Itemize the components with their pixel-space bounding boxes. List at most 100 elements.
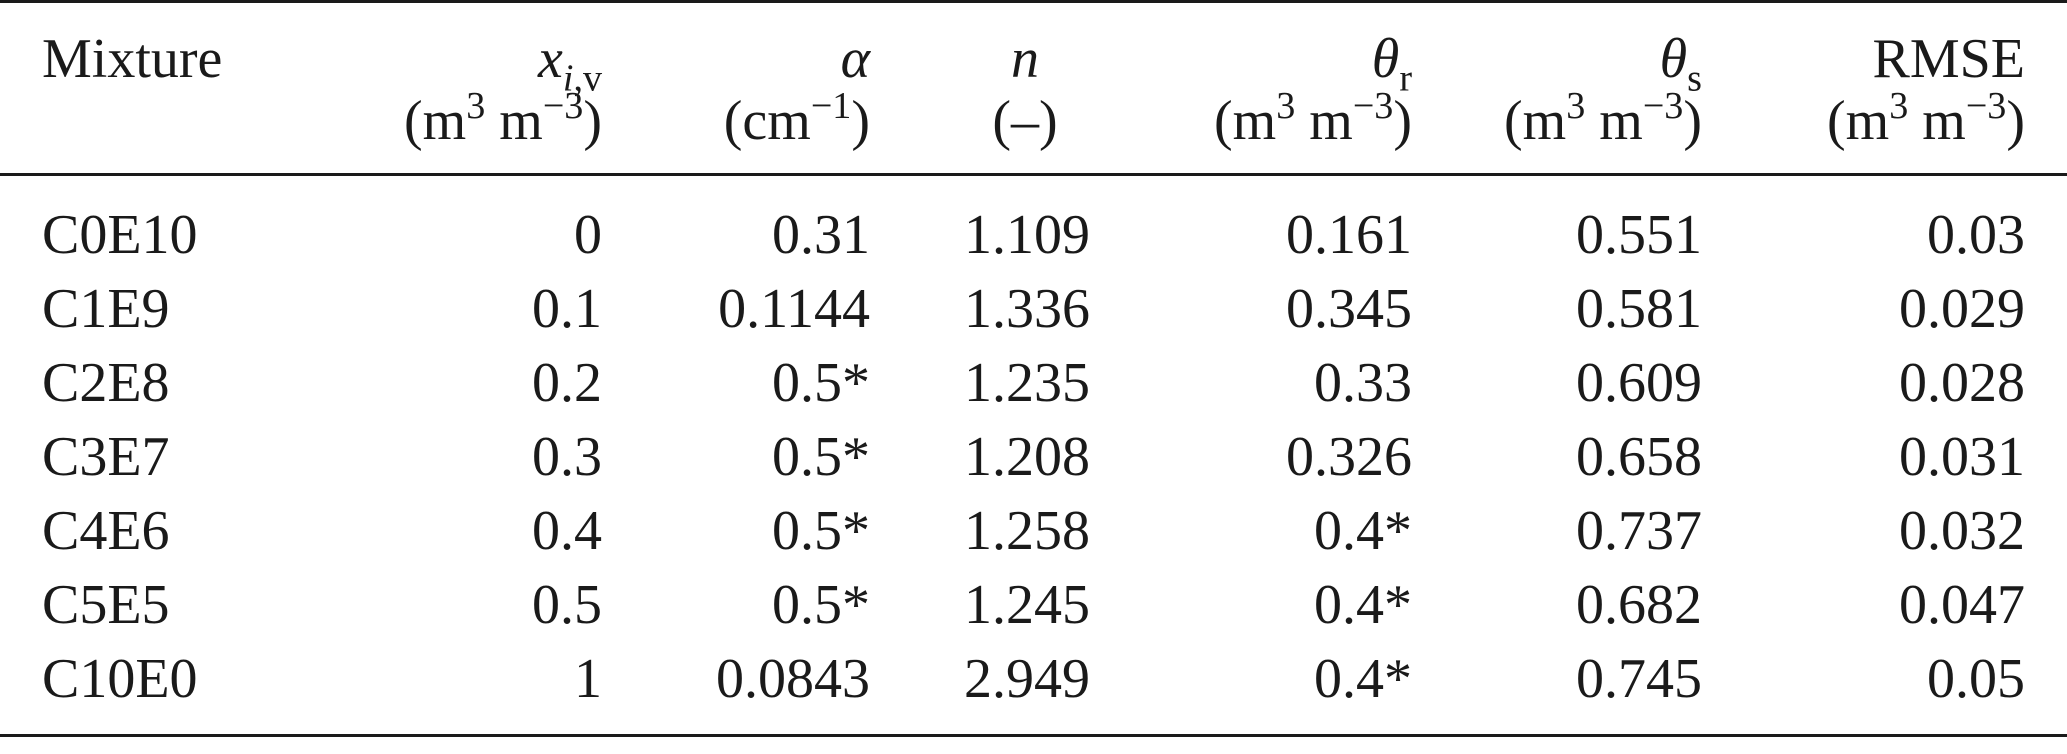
cell-theta-s: 0.581 (1576, 278, 1702, 340)
header-rmse-unit: (m3 m−3) (1702, 87, 2067, 176)
cell-mixture: C3E7 (42, 426, 170, 488)
cell-theta-s: 0.737 (1576, 500, 1702, 562)
cell-alpha: 0.1144 (718, 278, 870, 340)
header-rmse: RMSE (1702, 0, 2067, 93)
cell-rmse: 0.05 (1702, 642, 2067, 737)
cell-xiv: 0.3 (532, 426, 602, 488)
header-theta-r-sub: r (1399, 57, 1412, 100)
table-row: C1E9 0.1 0.1144 1.336 0.345 0.581 0.029 (0, 272, 2067, 346)
unit-sup: −1 (810, 85, 852, 128)
unit-sup: −3 (542, 85, 584, 128)
unit-sup: 3 (466, 85, 486, 128)
header-alpha: α (602, 0, 870, 93)
header-xiv-sub-rest: ,v (573, 57, 602, 100)
table-row: C5E5 0.5 0.5* 1.245 0.4* 0.682 0.047 (0, 568, 2067, 642)
cell-theta-r: 0.4* (1314, 500, 1412, 562)
cell-rmse: 0.03 (1927, 204, 2025, 266)
unit-part: (–) (992, 90, 1058, 152)
cell-theta-s: 0.682 (1576, 574, 1702, 636)
cell-mixture: C0E10 (42, 204, 198, 266)
header-n: n (870, 0, 1090, 93)
cell-theta-s: 0.609 (1576, 352, 1702, 414)
table-row: C0E10 0 0.31 1.109 0.161 0.551 0.03 (0, 175, 2067, 273)
cell-rmse: 0.032 (1899, 500, 2025, 562)
cell-n: 2.949 (870, 642, 1090, 737)
cell-mixture: C2E8 (42, 352, 170, 414)
header-theta-r: θr (1090, 0, 1412, 97)
header-mixture-label: Mixture (42, 28, 223, 90)
cell-alpha: 0.31 (772, 204, 870, 266)
unit-part: m (1908, 90, 1966, 152)
cell-mixture: C5E5 (42, 574, 170, 636)
header-alpha-unit: (cm−1) (602, 87, 870, 176)
cell-n: 1.336 (964, 278, 1090, 340)
cell-n: 1.235 (964, 352, 1090, 414)
header-row-units: (m3 m−3) (cm−1) (–) (m3 m−3) (m3 m−3) (m… (0, 87, 2067, 176)
cell-xiv: 0.2 (532, 352, 602, 414)
cell-xiv: 0 (574, 204, 602, 266)
header-theta-r-unit: (m3 m−3) (1090, 87, 1412, 176)
table-header: Mixture xi,v α n θr θs RMSE (m3 m−3) (cm… (0, 0, 2067, 176)
unit-part: m (485, 90, 543, 152)
header-alpha-symbol: α (840, 28, 870, 90)
cell-xiv: 1 (292, 642, 602, 737)
unit-part: (m (404, 90, 467, 152)
cell-theta-r: 0.161 (1286, 204, 1412, 266)
header-theta-s-symbol: θ (1659, 28, 1688, 90)
unit-part: ) (583, 90, 602, 152)
unit-part: ) (851, 90, 870, 152)
cell-alpha: 0.5* (772, 574, 870, 636)
unit-part: ) (1683, 90, 1702, 152)
cell-theta-s: 0.551 (1576, 204, 1702, 266)
header-n-unit: (–) (870, 90, 1090, 176)
cell-n: 1.208 (964, 426, 1090, 488)
header-xiv: xi,v (292, 0, 602, 97)
cell-theta-s: 0.745 (1412, 642, 1702, 737)
unit-part: (cm (723, 90, 811, 152)
cell-n: 1.245 (964, 574, 1090, 636)
unit-sup: 3 (1889, 85, 1909, 128)
cell-mixture: C10E0 (0, 642, 292, 737)
cell-xiv: 0.4 (532, 500, 602, 562)
cell-rmse: 0.047 (1899, 574, 2025, 636)
header-theta-r-symbol: θ (1371, 28, 1400, 90)
header-theta-s: θs (1412, 0, 1702, 97)
header-theta-s-unit: (m3 m−3) (1412, 87, 1702, 176)
table-row: C10E0 1 0.0843 2.949 0.4* 0.745 0.05 (0, 642, 2067, 737)
header-xiv-symbol: x (537, 28, 563, 90)
cell-rmse: 0.029 (1899, 278, 2025, 340)
table-row: C3E7 0.3 0.5* 1.208 0.326 0.658 0.031 (0, 420, 2067, 494)
table-body: C0E10 0 0.31 1.109 0.161 0.551 0.03 C1E9… (0, 175, 2067, 737)
unit-part: (m (1827, 90, 1890, 152)
cell-theta-r: 0.33 (1314, 352, 1412, 414)
cell-mixture: C4E6 (42, 500, 170, 562)
cell-theta-r: 0.4* (1090, 642, 1412, 737)
cell-n: 1.258 (964, 500, 1090, 562)
header-xiv-sub: i (562, 57, 574, 100)
unit-part: m (1295, 90, 1353, 152)
cell-theta-r: 0.345 (1286, 278, 1412, 340)
cell-rmse: 0.028 (1899, 352, 2025, 414)
unit-sup: −3 (1642, 85, 1684, 128)
unit-part: (m (1504, 90, 1567, 152)
cell-mixture: C1E9 (42, 278, 170, 340)
unit-part: ) (1393, 90, 1412, 152)
table-row: C2E8 0.2 0.5* 1.235 0.33 0.609 0.028 (0, 346, 2067, 420)
cell-rmse: 0.031 (1899, 426, 2025, 488)
unit-sup: −3 (1352, 85, 1394, 128)
unit-part: (m (1214, 90, 1277, 152)
unit-part: ) (2006, 90, 2025, 152)
cell-alpha: 0.5* (772, 500, 870, 562)
unit-sup: 3 (1566, 85, 1586, 128)
header-mixture: Mixture (0, 0, 292, 93)
cell-theta-s: 0.658 (1576, 426, 1702, 488)
cell-xiv: 0.1 (532, 278, 602, 340)
cell-xiv: 0.5 (532, 574, 602, 636)
cell-alpha: 0.5* (772, 426, 870, 488)
header-xiv-unit: (m3 m−3) (292, 87, 602, 176)
cell-theta-r: 0.326 (1286, 426, 1412, 488)
unit-part: m (1585, 90, 1643, 152)
cell-alpha: 0.0843 (602, 642, 870, 737)
unit-sup: 3 (1276, 85, 1296, 128)
